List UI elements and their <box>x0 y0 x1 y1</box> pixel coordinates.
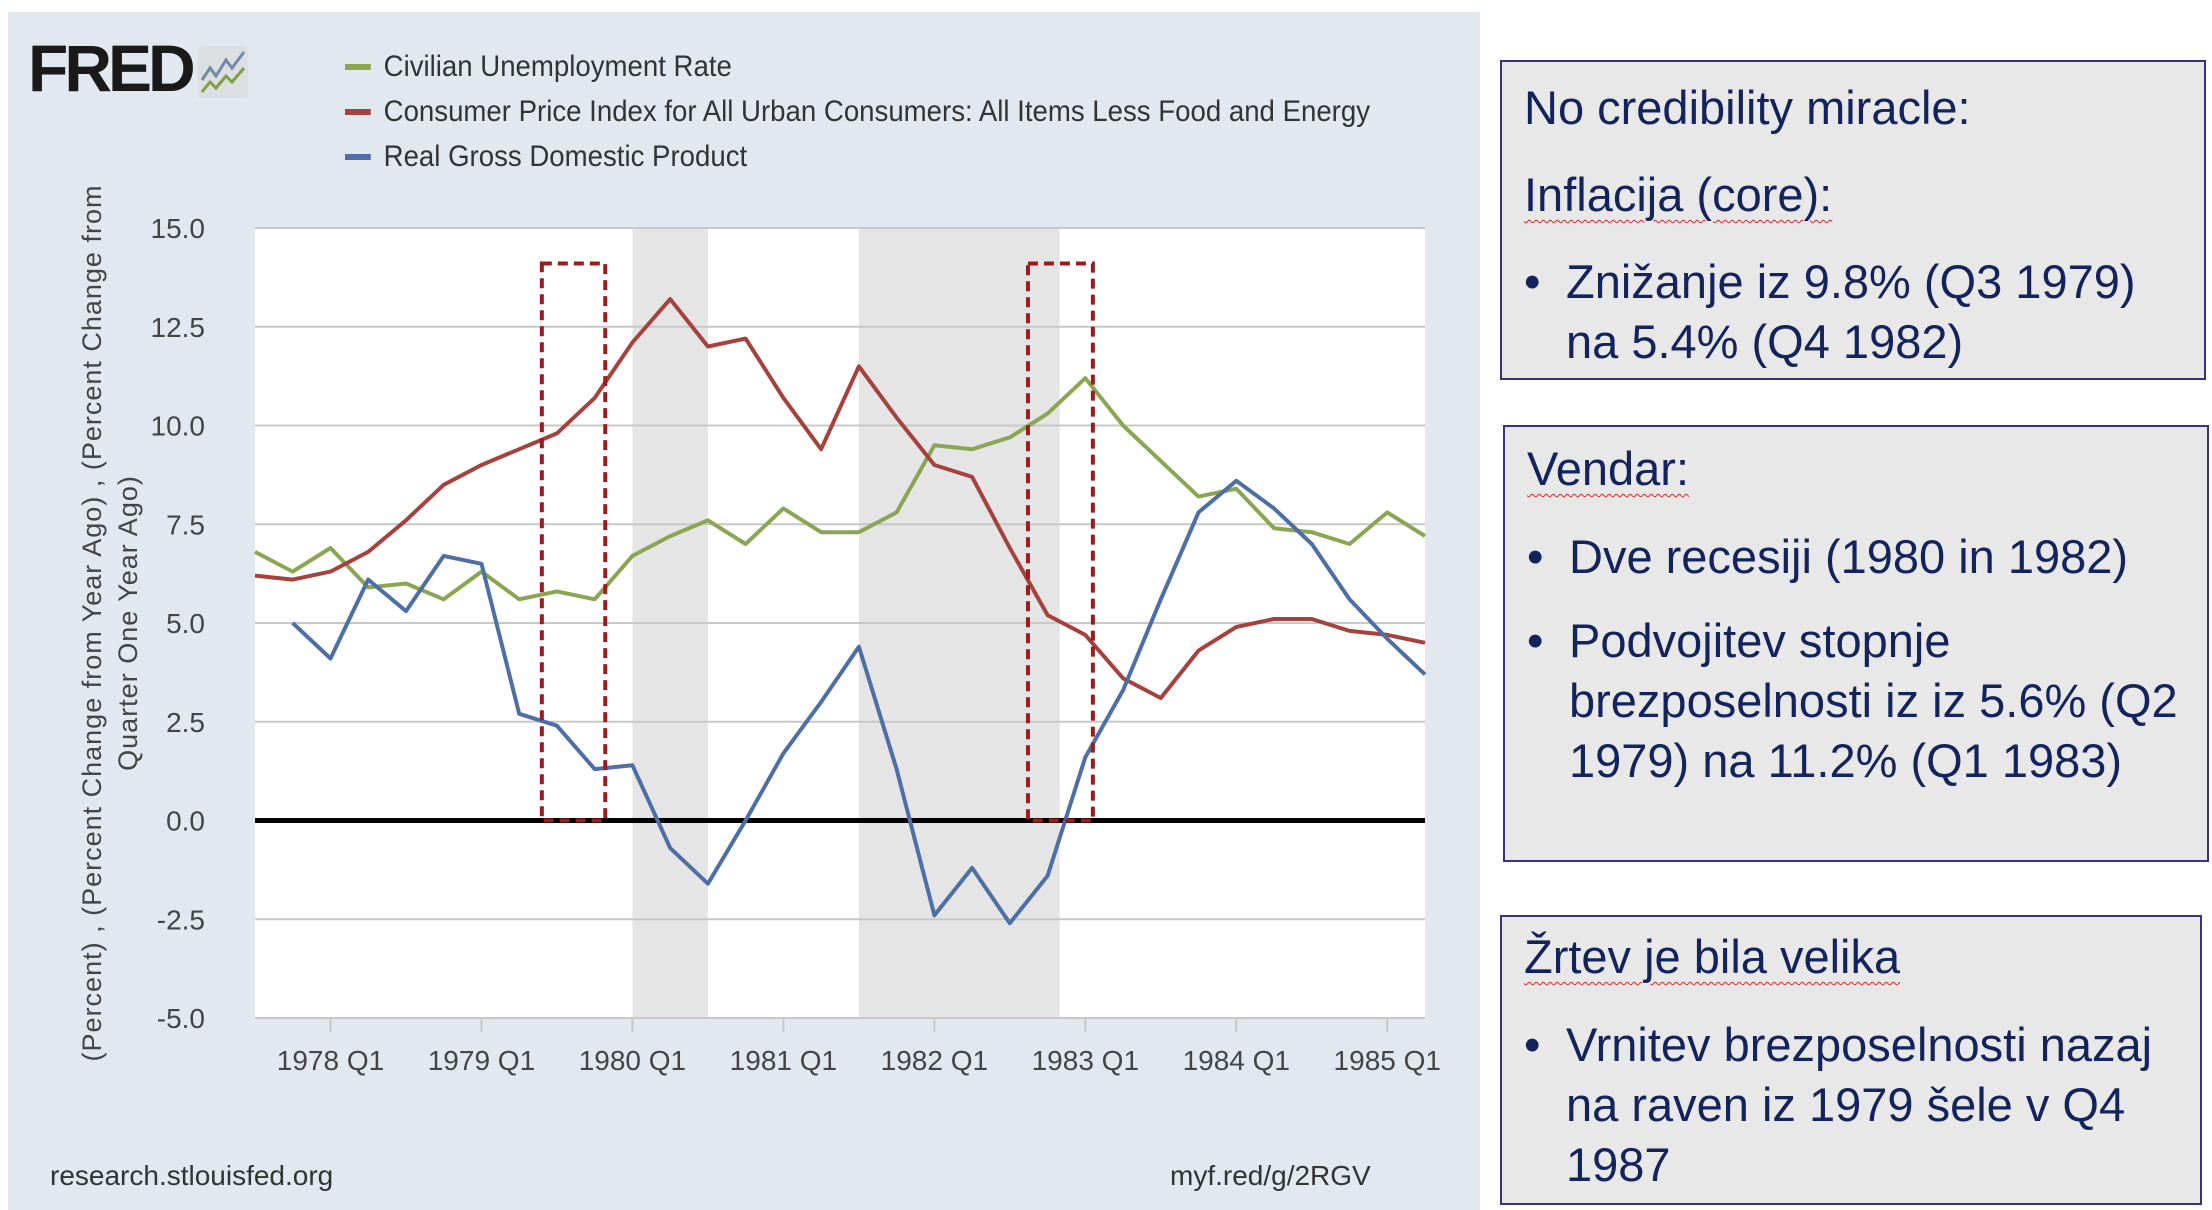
series-line-0 <box>254 376 1427 602</box>
legend-swatch <box>345 154 371 160</box>
x-tick-label: 1985 Q1 <box>1334 1045 1441 1076</box>
y-tick-label: 10.0 <box>151 411 206 442</box>
bullet-item: Znižanje iz 9.8% (Q3 1979) na 5.4% (Q4 1… <box>1524 252 2194 372</box>
legend-swatch <box>345 109 371 115</box>
footer-source[interactable]: research.stlouisfed.org <box>50 1160 334 1191</box>
bullet-item: Podvojitev stopnje brezposelnosti iz iz … <box>1527 611 2197 791</box>
x-tick-label: 1981 Q1 <box>730 1045 837 1076</box>
highlight-box <box>1025 261 1095 823</box>
y-tick-label: 5.0 <box>166 608 205 639</box>
x-tick-label: 1978 Q1 <box>277 1045 384 1076</box>
legend-item-gdp: Real Gross Domestic Product <box>345 140 747 174</box>
box-title: No credibility miracle: <box>1524 81 1971 134</box>
bullet-item: Vrnitev brezposelnosti nazaj na raven iz… <box>1524 1015 2190 1195</box>
x-tick-label: 1979 Q1 <box>428 1045 535 1076</box>
legend-swatch <box>345 64 371 70</box>
inflation-box: No credibility miracle: Inflacija (core)… <box>1500 60 2206 380</box>
y-tick-label: 12.5 <box>151 312 206 343</box>
x-tick-label: 1984 Q1 <box>1183 1045 1290 1076</box>
series-line-1 <box>254 297 1426 700</box>
x-tick-label: 1980 Q1 <box>579 1045 686 1076</box>
box-title: Vendar: <box>1527 442 1690 495</box>
bullet-item: Dve recesiji (1980 in 1982) <box>1527 527 2197 587</box>
box-title: Žrtev je bila velika <box>1524 930 1901 983</box>
fred-graph-icon <box>197 46 248 98</box>
line-chart: 15.0 12.5 10.0 7.5 5.0 2.5 0.0 -2.5 -5.0 1978 Q1 1… <box>151 213 1441 1076</box>
legend-item-unemployment: Civilian Unemployment Rate <box>345 50 732 84</box>
sacrifice-box: Žrtev je bila velika Vrnitev brezposelno… <box>1500 915 2202 1205</box>
box-subtitle: Inflacija (core): <box>1524 168 1833 221</box>
y-tick-label: 7.5 <box>166 509 205 540</box>
fred-logo: FRED <box>28 31 248 105</box>
x-tick-label: 1983 Q1 <box>1032 1045 1139 1076</box>
y-tick-label: -5.0 <box>157 1003 205 1034</box>
legend-label: Civilian Unemployment Rate <box>383 50 732 83</box>
legend-label: Real Gross Domestic Product <box>383 140 748 173</box>
highlight-box <box>539 261 608 823</box>
footer-short-link[interactable]: myf.red/g/2RGV <box>1170 1160 1371 1191</box>
y-tick-label: 0.0 <box>166 806 205 837</box>
y-tick-label: 15.0 <box>151 213 206 244</box>
x-tick-label: 1982 Q1 <box>881 1045 988 1076</box>
y-tick-label: 2.5 <box>166 707 205 738</box>
fred-logo-text: FRED <box>28 31 196 105</box>
however-box: Vendar: Dve recesiji (1980 in 1982) Podv… <box>1503 425 2209 862</box>
legend-item-cpi: Consumer Price Index for All Urban Consu… <box>345 95 1370 129</box>
legend-label: Consumer Price Index for All Urban Consu… <box>383 95 1371 128</box>
y-tick-label: -2.5 <box>157 904 205 935</box>
